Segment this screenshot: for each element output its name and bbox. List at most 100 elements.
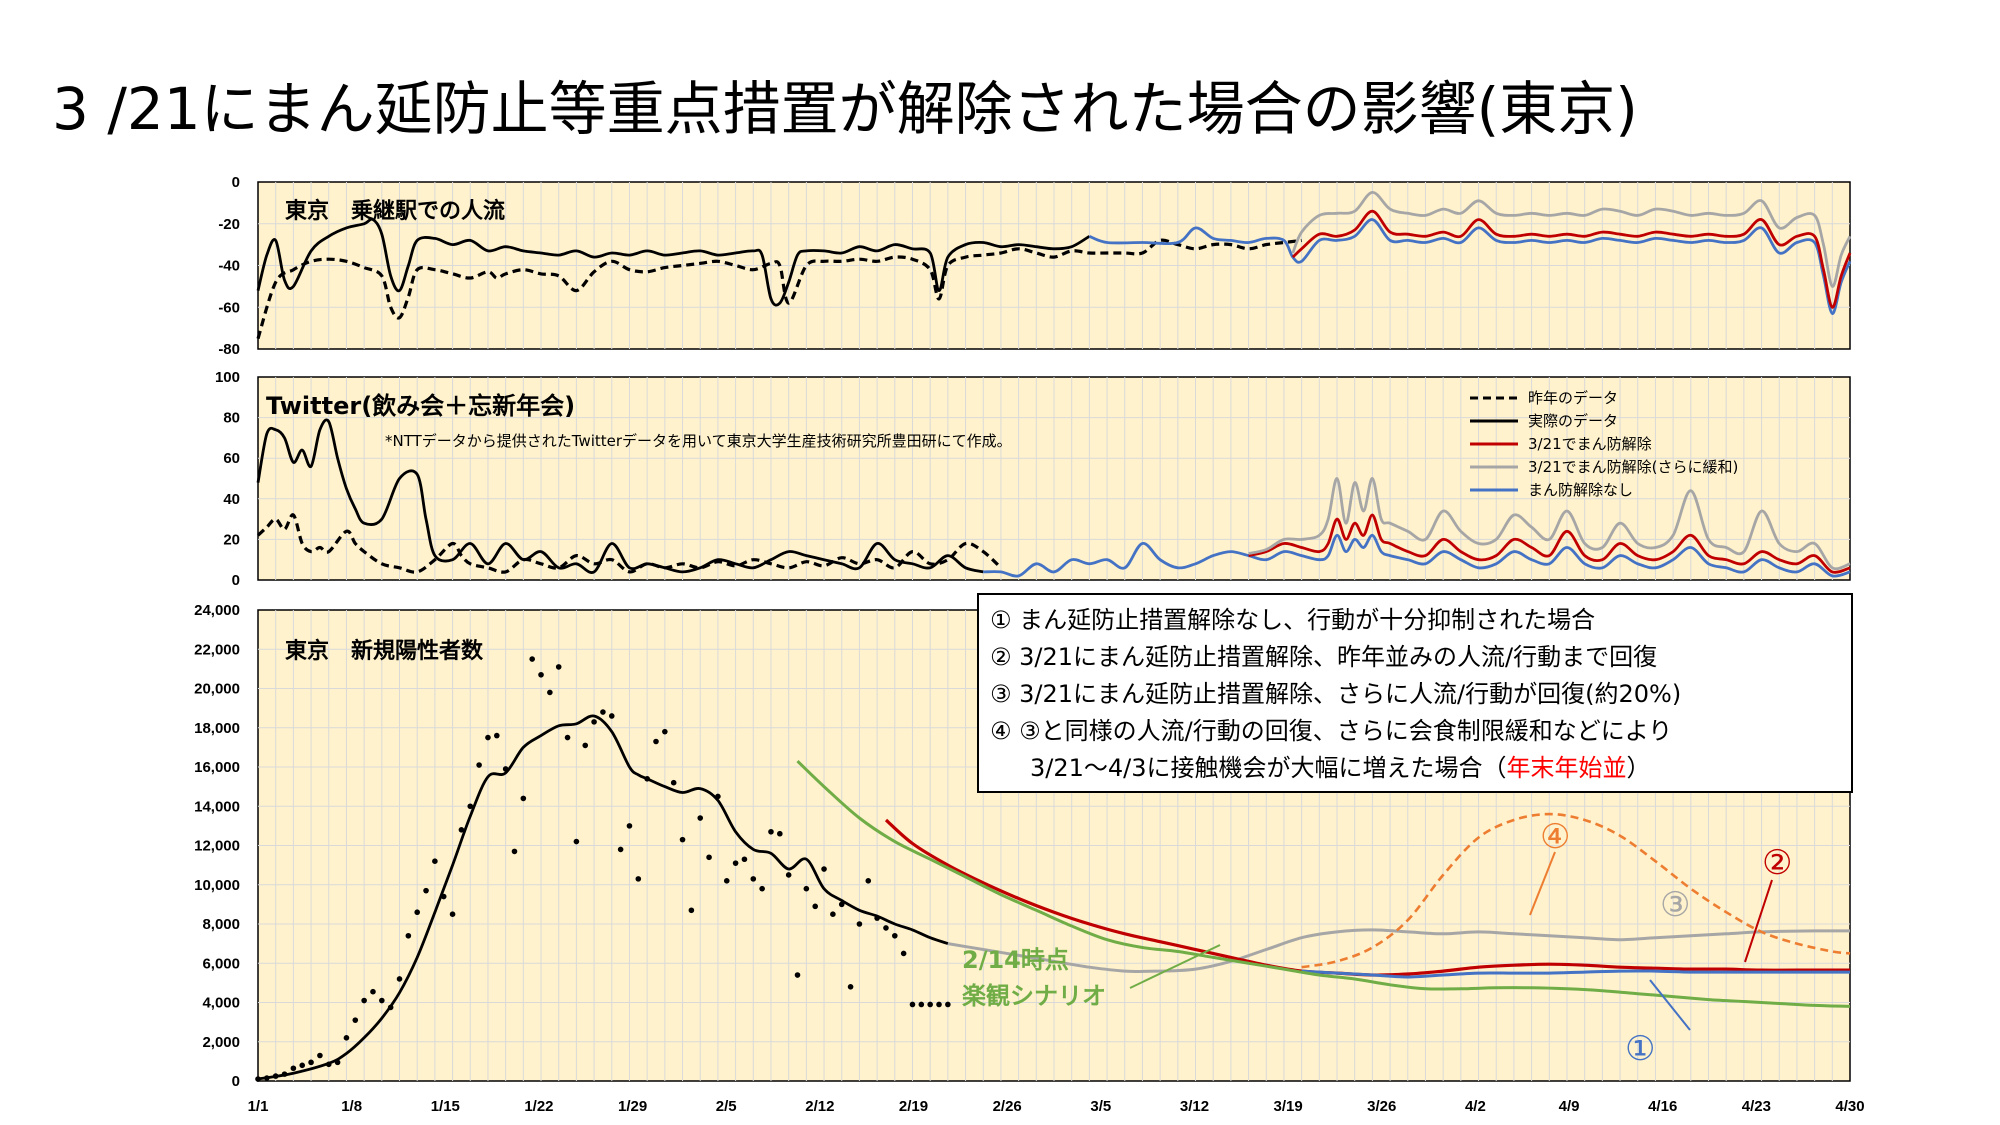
series-line	[1291, 191, 1852, 288]
marker-4-leader	[1529, 851, 1556, 916]
x-tick-label: 3/19	[1274, 1098, 1303, 1115]
y-tick-label: 10,000	[194, 877, 240, 894]
panel-note: *NTTデータから提供されたTwitterデータを用いて東京大学生産技術研究所豊…	[385, 432, 1012, 450]
data-point	[308, 1059, 314, 1066]
scenario-text: ① まん延防止措置解除なし、行動が十分抑制された場合	[990, 606, 1595, 634]
scenario-text: ）	[1627, 754, 1651, 782]
data-point	[387, 1004, 394, 1011]
x-tick-label: 2/12	[805, 1098, 834, 1115]
x-tick-label: 1/15	[431, 1098, 460, 1115]
x-tick-label: 2/26	[993, 1098, 1022, 1115]
data-point	[697, 815, 704, 821]
panel-twitter: 100 80 60 40 20 0 Twitter(飲み会＋忘新年会) *NTTデータから提供…	[215, 369, 1851, 589]
data-point	[670, 779, 677, 786]
data-point	[900, 950, 907, 957]
series-line	[947, 928, 1851, 973]
data-point	[812, 903, 818, 910]
x-tick-label: 2/19	[899, 1098, 928, 1115]
marker-2-leader	[1744, 879, 1773, 963]
marker-1-leader	[1649, 979, 1691, 1031]
series-line	[1301, 812, 1851, 969]
scenario-line: 3/21～4/3に接触機会が大幅に増えた場合（年末年始並）	[1030, 754, 1651, 782]
panel-new-cases: 24,000 22,000 20,000 18,000 16,000 14,000 12,0…	[194, 602, 1864, 1115]
data-point	[361, 997, 367, 1004]
data-point	[715, 793, 721, 800]
y-tick-label: 6,000	[202, 955, 240, 972]
panel-title: 東京 新規陽性者数	[285, 638, 484, 664]
data-point	[423, 887, 429, 894]
y-tick-label: -20	[218, 216, 240, 233]
data-point	[688, 907, 695, 914]
data-point	[299, 1062, 306, 1069]
data-point	[414, 909, 421, 916]
optimistic-label: 楽観シナリオ	[962, 982, 1106, 1010]
scenario-text: ③ 3/21にまん延防止措置解除、さらに人流/行動が回復(約20%)	[990, 680, 1681, 708]
series-line	[256, 418, 984, 574]
data-point	[520, 795, 527, 802]
scenario-line: ③ 3/21にまん延防止措置解除、さらに人流/行動が回復(約20%)	[990, 680, 1681, 708]
scenario-text: ④ ③と同様の人流/行動の回復、さらに会食制限緩和などにより	[990, 717, 1672, 745]
data-point	[865, 878, 872, 884]
data-point	[502, 766, 509, 772]
x-tick-label: 4/30	[1835, 1098, 1864, 1115]
data-point	[803, 885, 810, 892]
data-point	[405, 932, 412, 939]
data-point	[476, 762, 482, 768]
y-tick-label: 100	[215, 369, 240, 386]
data-point	[379, 997, 385, 1004]
y-tick-label: 22,000	[194, 641, 240, 658]
data-point	[538, 671, 544, 678]
data-point	[794, 972, 801, 978]
data-point	[856, 921, 863, 927]
y-tick-label: 0	[232, 1073, 240, 1090]
series-line	[257, 714, 949, 1081]
scenario-line: ② 3/21にまん延防止措置解除、昨年並みの人流/行動まで回復	[990, 643, 1657, 671]
data-point	[874, 915, 880, 921]
data-point	[485, 734, 491, 741]
marker-3: ③	[1660, 885, 1690, 925]
data-point	[892, 932, 898, 939]
data-point	[582, 742, 589, 749]
data-point	[352, 1017, 359, 1023]
x-tick-label: 4/2	[1465, 1098, 1486, 1115]
data-point	[723, 878, 730, 884]
series-line	[256, 217, 1091, 307]
y-tick-label: -80	[218, 341, 240, 358]
x-tick-label: 3/5	[1090, 1098, 1111, 1115]
x-tick-label: 3/12	[1180, 1098, 1209, 1115]
y-tick-label: 0	[232, 174, 240, 191]
data-point	[644, 775, 650, 782]
panel-title: Twitter(飲み会＋忘新年会)	[266, 392, 575, 420]
data-point	[334, 1059, 341, 1066]
data-point	[555, 664, 562, 670]
x-tick-label: 1/1	[248, 1098, 269, 1115]
marker-2: ②	[1762, 843, 1792, 883]
y-tick-label: 24,000	[194, 602, 240, 619]
data-point	[325, 1061, 332, 1068]
data-point	[653, 738, 659, 745]
optimistic-leader	[1129, 944, 1221, 989]
legend-label: 昨年のデータ	[1528, 389, 1618, 407]
y-tick-label: 4,000	[202, 995, 240, 1012]
data-point	[847, 984, 854, 990]
data-point	[785, 872, 792, 878]
series-line	[1291, 209, 1852, 309]
data-point	[529, 656, 535, 662]
data-point	[945, 1001, 951, 1008]
data-point	[759, 885, 765, 892]
x-tick-label: 4/23	[1742, 1098, 1771, 1115]
x-tick-label: 1/22	[524, 1098, 553, 1115]
data-point	[617, 846, 624, 853]
data-point	[440, 893, 447, 900]
series-line	[983, 533, 1851, 578]
page-title: 3 /21にまん延防止等重点措置が解除された場合の影響(東京)	[52, 75, 1638, 143]
data-point	[573, 838, 580, 845]
x-tick-label: 2/5	[716, 1098, 737, 1115]
series-line	[1088, 218, 1852, 315]
marker-4: ④	[1540, 817, 1570, 857]
data-point	[662, 728, 668, 735]
y-tick-label: 0	[232, 572, 240, 589]
marker-1: ①	[1625, 1029, 1655, 1069]
series-line	[1248, 477, 1851, 571]
legend-label: 3/21でまん防解除(さらに緩和)	[1528, 458, 1738, 476]
